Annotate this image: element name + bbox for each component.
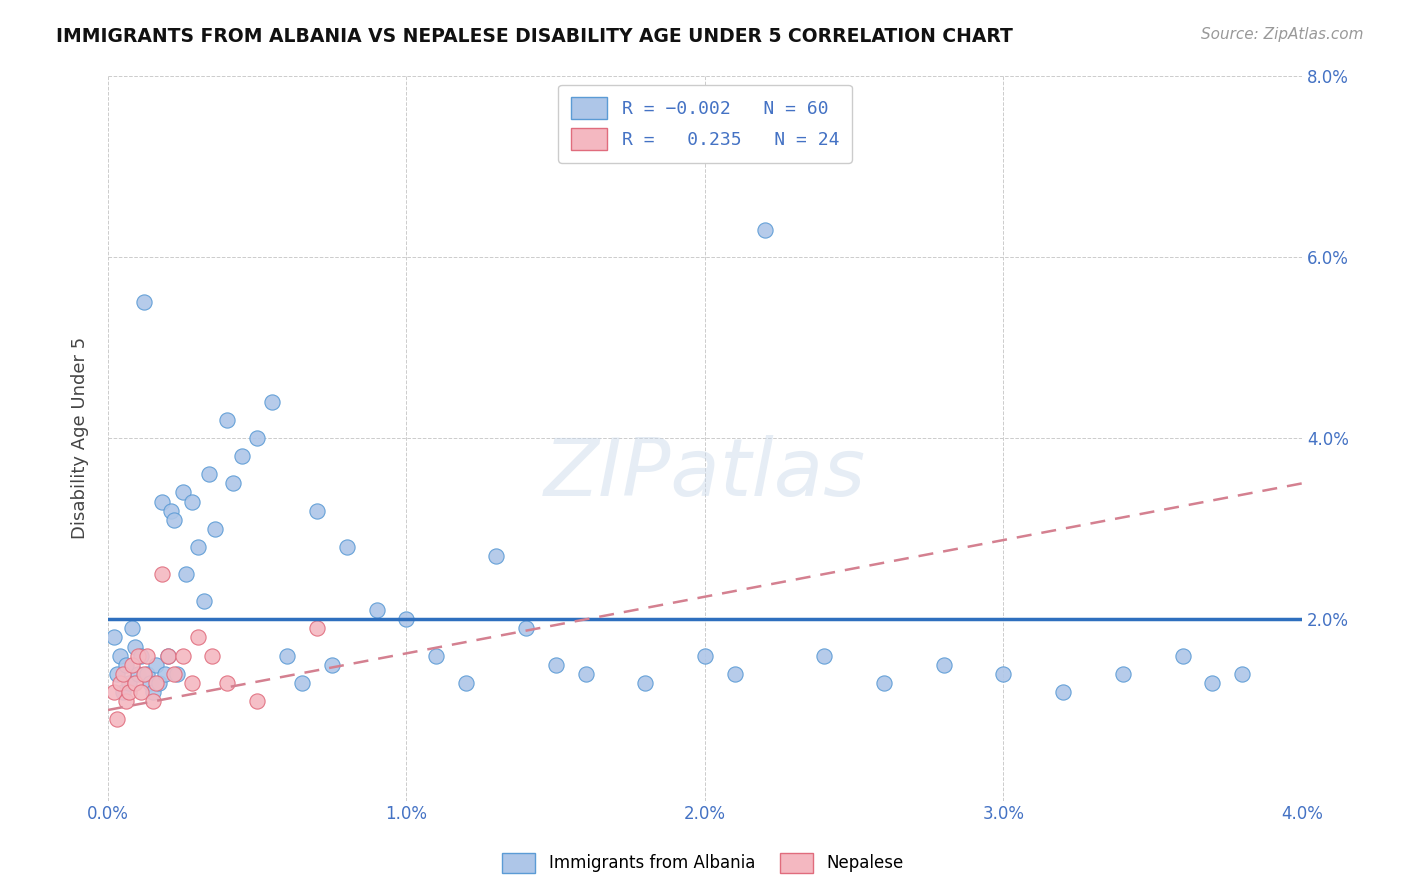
Point: [166, 666, 188, 681]
Point: [153, 666, 176, 681]
Point: [132, 666, 155, 681]
Point: [129, 685, 152, 699]
Point: [262, 394, 284, 409]
Point: [993, 666, 1015, 681]
Point: [172, 485, 194, 500]
Point: [115, 694, 138, 708]
Point: [148, 675, 170, 690]
Point: [1052, 685, 1074, 699]
Legend: R = −0.002   N = 60, R =   0.235   N = 24: R = −0.002 N = 60, R = 0.235 N = 24: [558, 85, 852, 163]
Point: [156, 648, 179, 663]
Point: [142, 685, 165, 699]
Point: [145, 657, 167, 672]
Point: [515, 621, 537, 635]
Point: [172, 648, 194, 663]
Text: Source: ZipAtlas.com: Source: ZipAtlas.com: [1201, 27, 1364, 42]
Point: [142, 694, 165, 708]
Point: [111, 685, 134, 699]
Point: [105, 666, 128, 681]
Legend: Immigrants from Albania, Nepalese: Immigrants from Albania, Nepalese: [495, 847, 911, 880]
Point: [634, 675, 657, 690]
Point: [145, 675, 167, 690]
Point: [108, 675, 131, 690]
Point: [186, 631, 208, 645]
Point: [366, 603, 388, 617]
Point: [222, 476, 245, 491]
Point: [163, 513, 186, 527]
Point: [121, 621, 143, 635]
Point: [163, 666, 186, 681]
Point: [276, 648, 298, 663]
Point: [425, 648, 447, 663]
Point: [1171, 648, 1194, 663]
Point: [111, 666, 134, 681]
Point: [217, 675, 239, 690]
Point: [204, 522, 226, 536]
Point: [932, 657, 955, 672]
Point: [574, 666, 596, 681]
Point: [246, 431, 269, 445]
Point: [139, 675, 162, 690]
Point: [127, 648, 149, 663]
Point: [105, 712, 128, 726]
Point: [1112, 666, 1135, 681]
Point: [246, 694, 269, 708]
Point: [180, 675, 202, 690]
Point: [174, 567, 197, 582]
Point: [159, 503, 181, 517]
Point: [291, 675, 314, 690]
Point: [217, 413, 239, 427]
Y-axis label: Disability Age Under 5: Disability Age Under 5: [72, 337, 89, 539]
Point: [305, 621, 328, 635]
Point: [135, 666, 157, 681]
Text: IMMIGRANTS FROM ALBANIA VS NEPALESE DISABILITY AGE UNDER 5 CORRELATION CHART: IMMIGRANTS FROM ALBANIA VS NEPALESE DISA…: [56, 27, 1014, 45]
Point: [127, 666, 149, 681]
Point: [873, 675, 896, 690]
Point: [693, 648, 716, 663]
Point: [193, 594, 215, 608]
Point: [754, 222, 776, 236]
Text: ZIPatlas: ZIPatlas: [544, 435, 866, 513]
Point: [108, 648, 131, 663]
Point: [115, 657, 138, 672]
Point: [321, 657, 343, 672]
Point: [132, 295, 155, 310]
Point: [124, 675, 146, 690]
Point: [118, 675, 141, 690]
Point: [198, 467, 221, 482]
Point: [813, 648, 835, 663]
Point: [135, 648, 157, 663]
Point: [150, 567, 173, 582]
Point: [124, 640, 146, 654]
Point: [180, 494, 202, 508]
Point: [103, 631, 125, 645]
Point: [456, 675, 478, 690]
Point: [129, 648, 152, 663]
Point: [336, 540, 359, 554]
Point: [724, 666, 747, 681]
Point: [305, 503, 328, 517]
Point: [231, 449, 253, 463]
Point: [1201, 675, 1223, 690]
Point: [103, 685, 125, 699]
Point: [1232, 666, 1254, 681]
Point: [544, 657, 567, 672]
Point: [485, 549, 508, 563]
Point: [201, 648, 224, 663]
Point: [150, 494, 173, 508]
Point: [156, 648, 179, 663]
Point: [121, 657, 143, 672]
Point: [395, 612, 418, 626]
Point: [118, 685, 141, 699]
Point: [186, 540, 208, 554]
